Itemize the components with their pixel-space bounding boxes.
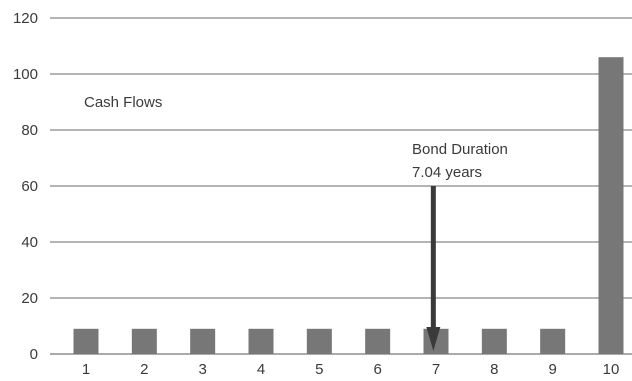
x-tick-label-8: 8: [490, 361, 498, 378]
duration-label-line1: Bond Duration: [412, 141, 508, 158]
x-tick-label-4: 4: [257, 361, 265, 378]
gridlines: [50, 17, 632, 355]
x-tick-label-6: 6: [373, 361, 381, 378]
bar-8: [481, 328, 507, 354]
bar-1: [73, 328, 99, 354]
x-tick-label-3: 3: [198, 361, 206, 378]
y-axis-tick-labels: 0 20 40 60 80 100 120: [13, 10, 38, 363]
y-tick-label-80: 80: [21, 122, 38, 139]
bar-6: [365, 328, 391, 354]
x-tick-label-9: 9: [548, 361, 556, 378]
y-tick-label-20: 20: [21, 290, 38, 307]
y-tick-label-100: 100: [13, 66, 38, 83]
x-axis-tick-labels: 1 2 3 4 5 6 7 8 9 10: [82, 361, 620, 378]
bar-3: [190, 328, 216, 354]
bar-10: [598, 57, 624, 354]
duration-label-line2: 7.04 years: [412, 164, 482, 181]
y-tick-label-60: 60: [21, 178, 38, 195]
series-label: Cash Flows: [84, 94, 162, 111]
duration-arrow-head: [426, 327, 441, 351]
x-tick-label-7: 7: [432, 361, 440, 378]
bar-2: [131, 328, 157, 354]
y-tick-label-40: 40: [21, 234, 38, 251]
y-tick-label-120: 120: [13, 10, 38, 27]
x-tick-label-10: 10: [603, 361, 620, 378]
bar-5: [306, 328, 332, 354]
bars: [73, 57, 624, 354]
x-tick-label-2: 2: [140, 361, 148, 378]
x-tick-label-1: 1: [82, 361, 90, 378]
x-tick-label-5: 5: [315, 361, 323, 378]
bar-4: [248, 328, 274, 354]
y-tick-label-0: 0: [30, 346, 38, 363]
duration-annotation: Bond Duration 7.04 years: [412, 141, 508, 351]
bar-9: [540, 328, 566, 354]
